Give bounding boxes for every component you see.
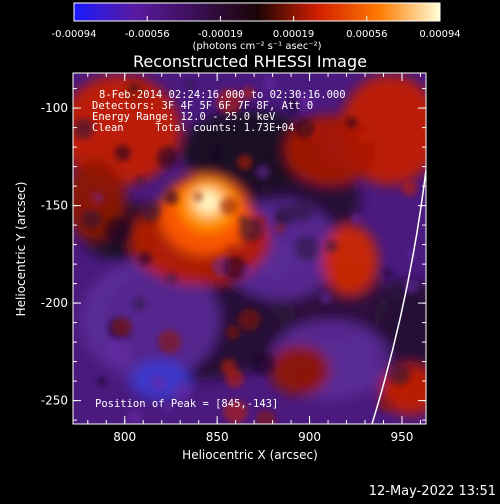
emission-blob — [322, 225, 378, 295]
image-info: 8-Feb-2014 02:24:16.000 to 02:30:16.000 … — [92, 89, 346, 134]
texture-dot — [346, 117, 358, 129]
texture-dot — [385, 279, 409, 302]
x-axis-ticks — [87, 73, 421, 424]
render-timestamp: 12-May-2022 13:51 — [369, 484, 496, 499]
texture-dot — [275, 223, 285, 234]
texture-dot — [84, 195, 102, 212]
texture-dot — [166, 273, 177, 284]
texture-dot — [133, 297, 146, 310]
texture-dot — [172, 381, 192, 401]
colorbar — [73, 2, 441, 22]
texture-dot — [238, 217, 263, 242]
peak-position-label: Position of Peak = [845,-143] — [95, 398, 278, 410]
x-tick-label: 900 — [298, 430, 321, 444]
texture-dot — [150, 374, 167, 391]
texture-dot — [225, 325, 241, 340]
texture-dot — [238, 308, 261, 331]
texture-dot — [377, 397, 393, 413]
y-tick-label: -200 — [41, 296, 68, 310]
texture-dot — [295, 118, 316, 139]
y-axis-ticks — [73, 88, 426, 421]
colorbar-tick-label: 0.00056 — [346, 29, 387, 40]
y-tick-label: -250 — [41, 394, 68, 408]
texture-dot — [104, 216, 130, 243]
texture-dot — [97, 376, 107, 387]
texture-dot — [164, 190, 179, 205]
texture-dot — [112, 317, 132, 337]
plot-title: Reconstructed RHESSI Image — [133, 52, 367, 71]
texture-dot — [261, 184, 272, 196]
texture-dot — [383, 268, 393, 278]
texture-dot — [319, 291, 333, 304]
y-axis-label: Heliocentric Y (arcsec) — [14, 182, 28, 317]
texture-dot — [251, 352, 275, 376]
colorbar-tick-label: -0.00019 — [198, 29, 243, 40]
emission-texture — [73, 76, 419, 424]
emission-blob — [73, 75, 180, 185]
y-tick-label: -100 — [41, 101, 68, 115]
info-time-range: 8-Feb-2014 02:24:16.000 to 02:30:16.000 — [99, 89, 346, 101]
x-tick-label: 850 — [206, 430, 229, 444]
texture-dot — [129, 83, 139, 93]
texture-dot — [216, 88, 242, 115]
texture-dot — [186, 80, 196, 90]
texture-dot — [106, 338, 131, 364]
texture-dot — [193, 192, 203, 202]
texture-dot — [114, 144, 131, 161]
texture-dot — [126, 409, 143, 424]
x-tick-label: 800 — [113, 430, 136, 444]
texture-dot — [223, 399, 248, 424]
texture-dot — [81, 208, 102, 229]
texture-dot — [140, 201, 161, 223]
colorbar-tick-label: 0.00019 — [273, 29, 314, 40]
texture-dot — [209, 145, 225, 161]
texture-dot — [73, 118, 94, 140]
texture-dot — [325, 240, 338, 253]
texture-dot — [164, 403, 173, 412]
info-detectors: Detectors: 3F 4F 5F 6F 7F 8F, Att 0 — [92, 100, 313, 112]
texture-dot — [351, 213, 361, 224]
texture-dot — [219, 197, 238, 216]
emission-blob — [180, 110, 320, 190]
colorbar-tick-label: 0.00094 — [419, 29, 460, 40]
emission-blob — [270, 345, 330, 395]
texture-dot — [300, 371, 313, 384]
texture-dot — [401, 180, 418, 197]
texture-dot — [222, 255, 247, 280]
solar-image — [73, 73, 426, 424]
y-tick-label: -150 — [41, 199, 68, 213]
texture-dot — [135, 176, 145, 186]
colorbar-units: (photons cm⁻² s⁻¹ asec⁻²) — [192, 41, 321, 52]
texture-dot — [256, 409, 276, 424]
texture-dot — [225, 246, 235, 256]
texture-dot — [255, 164, 270, 180]
texture-dot — [292, 200, 315, 222]
x-tick-label: 950 — [391, 430, 414, 444]
texture-dot — [358, 129, 373, 145]
texture-dot — [275, 203, 297, 226]
colorbar-ticks — [73, 16, 441, 21]
texture-dot — [285, 97, 302, 113]
colorbar-tick-label: -0.00056 — [125, 29, 170, 40]
solar-limb-line — [371, 169, 426, 424]
texture-dot — [388, 363, 411, 386]
info-total-counts: Clean Total counts: 1.73E+04 — [92, 122, 294, 134]
colorbar-tick-label: -0.00094 — [52, 29, 97, 40]
texture-dot — [262, 76, 277, 91]
texture-dot — [157, 330, 182, 354]
plot-frame — [72, 72, 427, 425]
texture-dot — [156, 146, 179, 169]
texture-dot — [294, 236, 319, 261]
texture-dot — [138, 251, 152, 266]
info-energy-range: Energy Range: 12.0 - 25.0 keV — [92, 111, 276, 123]
x-axis-label: Heliocentric X (arcsec) — [182, 448, 318, 462]
texture-dot — [225, 369, 244, 388]
texture-dot — [237, 154, 253, 170]
texture-dot — [241, 86, 255, 100]
